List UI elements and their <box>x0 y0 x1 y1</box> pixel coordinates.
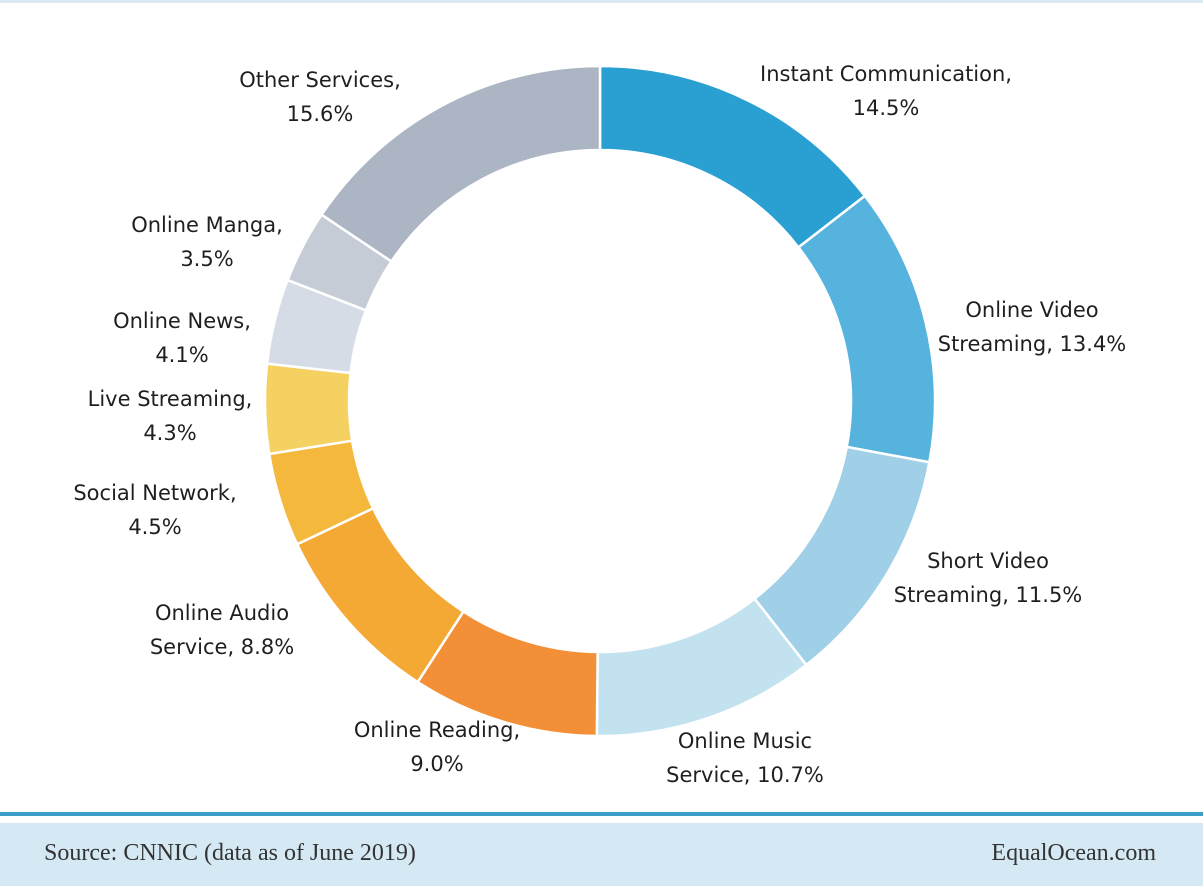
label-name: Online Music <box>678 729 812 753</box>
label-online-reading: Online Reading, 9.0% <box>354 718 520 776</box>
label-other-services: Other Services, 15.6% <box>239 68 401 126</box>
label-name: Online Video <box>965 298 1098 322</box>
chart-svg: Instant Communication, 14.5% Online Video S… <box>73 62 1127 787</box>
label-short-video-streaming: Short Video Streaming, 11.5% <box>894 549 1083 607</box>
label-value: Streaming, 13.4% <box>938 332 1127 356</box>
label-online-manga: Online Manga, 3.5% <box>131 213 283 271</box>
slice-other-services <box>319 64 602 264</box>
label-value: 4.5% <box>128 515 181 539</box>
label-online-video-streaming: Online Video Streaming, 13.4% <box>938 298 1127 356</box>
slice-live-streaming <box>263 362 354 456</box>
label-name: Online Audio <box>155 601 289 625</box>
label-value: Streaming, 11.5% <box>894 583 1083 607</box>
label-online-audio-service: Online Audio Service, 8.8% <box>150 601 294 659</box>
label-value: 4.3% <box>143 421 196 445</box>
label-value: 14.5% <box>853 96 920 120</box>
label-value: Service, 10.7% <box>666 763 824 787</box>
label-name: Online Manga, <box>131 213 283 237</box>
label-name: Online News, <box>113 309 251 333</box>
source-note: Source: CNNIC (data as of June 2019) <box>44 840 416 866</box>
label-online-music-service: Online Music Service, 10.7% <box>666 729 824 787</box>
footer: Source: CNNIC (data as of June 2019) Equ… <box>0 823 1203 886</box>
label-value: 15.6% <box>287 102 354 126</box>
footer-divider <box>0 812 1203 816</box>
label-name: Live Streaming, <box>88 387 253 411</box>
label-value: Service, 8.8% <box>150 635 294 659</box>
label-name: Instant Communication, <box>760 62 1012 86</box>
label-live-streaming: Live Streaming, 4.3% <box>88 387 253 445</box>
top-border <box>0 0 1203 3</box>
label-online-news: Online News, 4.1% <box>113 309 251 367</box>
slice-online-video-streaming <box>796 194 937 464</box>
label-name: Social Network, <box>73 481 236 505</box>
label-value: 4.1% <box>155 343 208 367</box>
label-social-network: Social Network, 4.5% <box>73 481 236 539</box>
label-value: 3.5% <box>180 247 233 271</box>
label-instant-communication: Instant Communication, 14.5% <box>760 62 1012 120</box>
label-value: 9.0% <box>410 752 463 776</box>
slice-instant-communication <box>598 64 867 250</box>
donut-chart: Instant Communication, 14.5% Online Video S… <box>73 62 1127 787</box>
label-name: Short Video <box>927 549 1049 573</box>
label-name: Other Services, <box>239 68 401 92</box>
brand-name: EqualOcean.com <box>991 840 1156 866</box>
label-name: Online Reading, <box>354 718 520 742</box>
